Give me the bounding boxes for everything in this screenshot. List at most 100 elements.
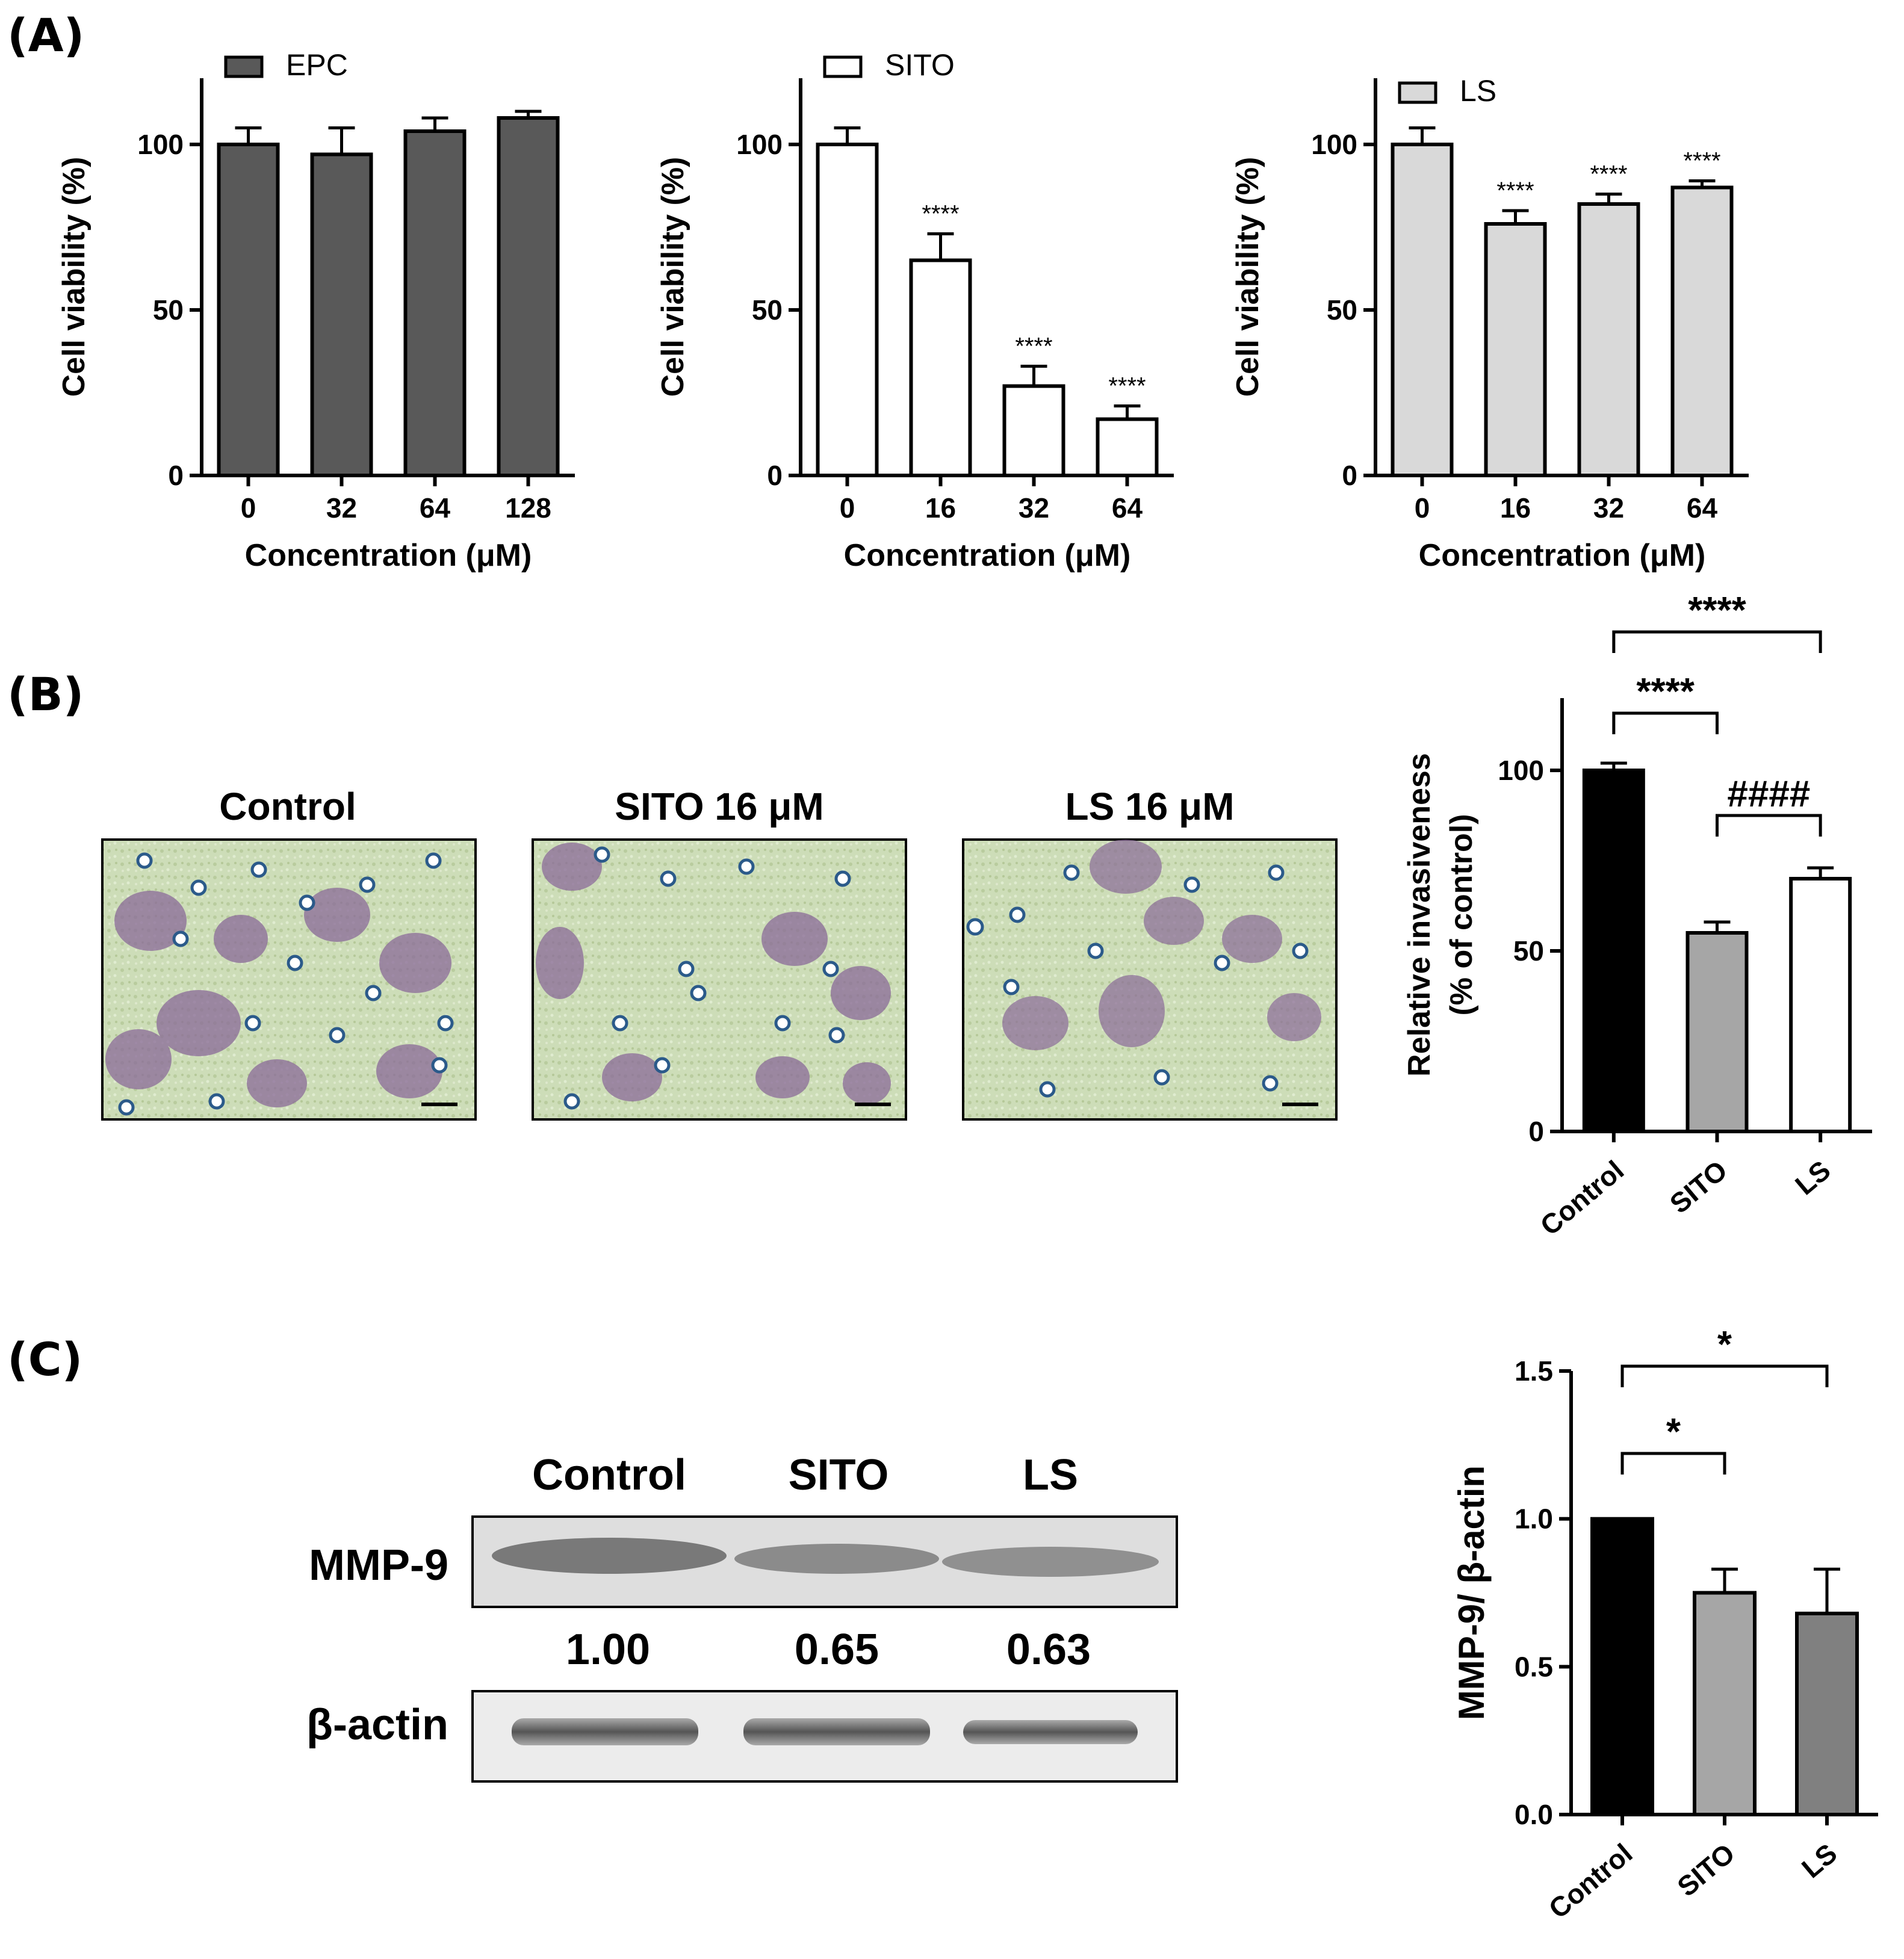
x-tick-label: 0: [1415, 492, 1430, 524]
y-axis-label: Relative invasiveness: [1402, 753, 1437, 1077]
blot-band: [492, 1538, 727, 1574]
membrane-pores: [118, 852, 454, 1116]
blot-band: [963, 1720, 1138, 1744]
legend-swatch: [823, 55, 863, 78]
x-tick-label: 128: [505, 492, 551, 524]
blot-ratio: 0.65: [795, 1626, 879, 1674]
bar: [1590, 1517, 1654, 1817]
bar: [310, 152, 373, 477]
cell-cluster: [105, 888, 451, 1107]
chart-relative-invasiveness: 0 50 100 Control SITO LS Relative invasiveness…: [1402, 590, 1872, 1242]
significance-label: ****: [1636, 671, 1695, 713]
x-axis-label: Concentration (μM): [245, 538, 532, 573]
bar: [217, 143, 280, 477]
y-tick-label: 100: [1311, 129, 1357, 160]
significance-label: ****: [1496, 178, 1534, 204]
y-tick-label: 100: [1498, 755, 1544, 786]
blot-lane-label: SITO: [789, 1451, 889, 1499]
x-tick-label: LS: [1789, 1154, 1836, 1201]
x-axis-label: Concentration (μM): [1419, 538, 1706, 573]
x-tick-label: 32: [326, 492, 357, 524]
x-tick-label: Control: [1543, 1837, 1639, 1925]
y-tick-label: 0: [767, 460, 783, 491]
chart-cell-viability-ls: 0 50 100 0 **** 16 **** 32 **** 64 Cell viability …: [1230, 74, 1749, 573]
x-tick-label: 64: [1112, 492, 1143, 524]
significance-label: ####: [1727, 773, 1810, 815]
y-tick-label: 50: [1513, 935, 1544, 967]
bar: [1391, 143, 1454, 477]
legend-swatch: [1398, 81, 1437, 104]
legend-label: LS: [1460, 74, 1496, 108]
bar: [1484, 222, 1547, 477]
y-tick-label: 0.5: [1515, 1651, 1553, 1682]
significance-label: ****: [1108, 373, 1146, 400]
significance-bracket: [1620, 1452, 1726, 1475]
x-tick-label: 0: [840, 492, 855, 524]
x-tick-label: SITO: [1664, 1154, 1733, 1219]
significance-label: *: [1666, 1411, 1681, 1453]
y-tick-label: 0.0: [1515, 1799, 1553, 1830]
bar: [909, 258, 972, 477]
micrograph-control: Control: [101, 785, 477, 1121]
bar: [1096, 417, 1159, 477]
x-tick-label: 16: [925, 492, 956, 524]
membrane-pores: [966, 864, 1309, 1098]
significance-label: ****: [1015, 333, 1052, 360]
blot-lane-label: Control: [532, 1451, 686, 1499]
significance-bracket: [1612, 630, 1822, 653]
x-axis-label: Concentration (μM): [844, 538, 1131, 573]
blot-band: [512, 1718, 698, 1745]
panel-label-a: (A): [7, 8, 84, 62]
bar: [1670, 185, 1734, 477]
x-tick-label: 16: [1500, 492, 1531, 524]
significance-label: ****: [1590, 161, 1627, 188]
y-tick-label: 0: [1342, 460, 1357, 491]
panel-label-b: (B): [7, 667, 84, 721]
blot-ratio: 0.63: [1006, 1626, 1091, 1674]
y-axis-label: Cell viability (%): [57, 157, 91, 397]
blot-row-label: β-actin: [306, 1701, 448, 1749]
cell-cluster: [1002, 840, 1321, 1050]
blot-row-label: MMP-9: [309, 1541, 448, 1589]
y-tick-label: 50: [1327, 294, 1357, 326]
membrane-pores: [563, 846, 851, 1110]
significance-label: *: [1717, 1324, 1732, 1366]
blot-band: [743, 1718, 930, 1745]
micrograph-title: Control: [219, 785, 356, 828]
micrograph-sito: SITO 16 μM: [532, 785, 907, 1121]
blot-band: [942, 1547, 1159, 1577]
chart-cell-viability-epc: 0 50 100 0 32 64 128 Cell viability (%) Concentr…: [57, 48, 575, 573]
panel-label-c: (C): [7, 1332, 82, 1386]
x-tick-label: LS: [1796, 1837, 1843, 1884]
x-tick-label: Control: [1534, 1154, 1630, 1242]
significance-bracket: [1716, 814, 1822, 837]
blot-ratio: 1.00: [566, 1626, 650, 1674]
y-tick-label: 0: [168, 460, 184, 491]
y-axis-label: Cell viability (%): [656, 157, 690, 397]
bar: [403, 129, 467, 477]
legend-label: SITO: [885, 48, 955, 82]
bar: [1582, 769, 1645, 1133]
significance-label: ****: [922, 201, 959, 227]
bar: [1693, 1591, 1757, 1816]
western-blot: Control SITO LS MMP-9 1.00 0.65 0.63 β-a…: [306, 1451, 1178, 1783]
significance-bracket: [1620, 1364, 1829, 1387]
y-tick-label: 50: [752, 294, 783, 326]
y-axis-label: MMP-9/ β-actin: [1451, 1465, 1492, 1720]
x-tick-label: 64: [420, 492, 451, 524]
x-tick-label: 32: [1019, 492, 1049, 524]
y-axis-label: (% of control): [1444, 814, 1479, 1015]
blot-band: [734, 1544, 939, 1574]
y-tick-label: 1.5: [1515, 1355, 1553, 1387]
bar: [816, 143, 879, 477]
chart-mmp9-ratio: 0.0 0.5 1.0 1.5 Control SITO LS MMP-9/ β-actin *…: [1451, 1324, 1878, 1925]
bar: [1685, 931, 1749, 1133]
y-tick-label: 100: [137, 129, 184, 160]
significance-label: ****: [1683, 148, 1720, 175]
x-tick-label: 64: [1687, 492, 1718, 524]
bar: [497, 116, 560, 477]
blot-lane-label: LS: [1023, 1451, 1078, 1499]
chart-cell-viability-sito: 0 50 100 0 **** 16 **** 32 **** 64 Cell viability …: [656, 48, 1174, 573]
bar: [1002, 384, 1065, 477]
y-tick-label: 1.0: [1515, 1503, 1553, 1535]
